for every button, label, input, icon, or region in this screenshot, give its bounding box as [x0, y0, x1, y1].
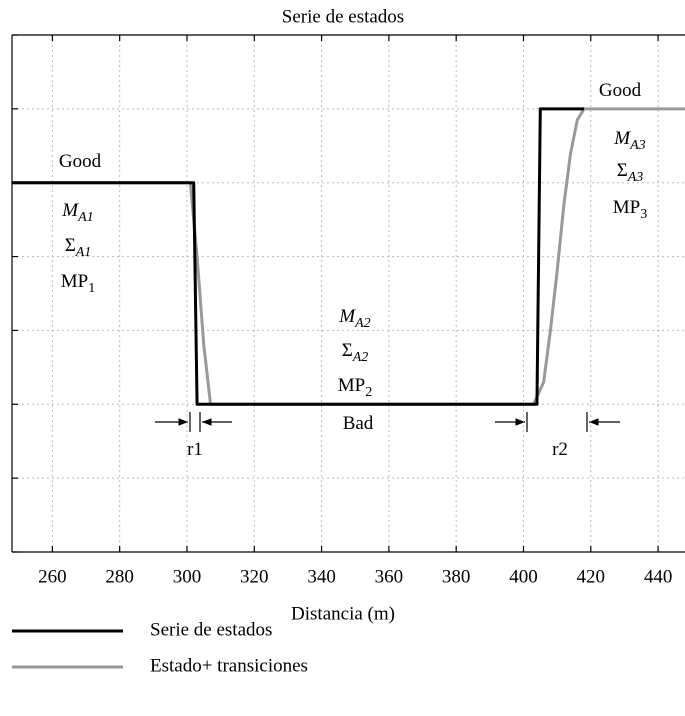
- annotation: r2: [552, 439, 568, 460]
- annotation: Bad: [343, 413, 374, 434]
- series-line: [12, 107, 585, 406]
- annotation-text: Bad: [343, 413, 374, 434]
- annotation-text: Σ: [342, 340, 353, 361]
- annotation: MA2: [338, 306, 370, 331]
- annotation-subscript: 3: [640, 207, 647, 222]
- annotation-subscript: 1: [88, 281, 95, 296]
- annotation-subscript: A3: [627, 170, 644, 185]
- legend-label: Estado+ transiciones: [150, 655, 308, 676]
- annotation: ΣA2: [342, 340, 369, 365]
- x-tick-label: 380: [442, 566, 471, 587]
- annotation: MA3: [613, 128, 645, 153]
- annotation: r1: [187, 439, 203, 460]
- annotation-text: M: [613, 128, 631, 149]
- annotation: Good: [599, 80, 642, 101]
- x-tick-label: 400: [509, 566, 538, 587]
- annotation-text: r2: [552, 439, 568, 460]
- annotation-subscript: A2: [352, 350, 369, 365]
- annotation-subscript: A2: [354, 316, 371, 331]
- annotation-text: r1: [187, 439, 203, 460]
- annotation-text: MP: [338, 375, 365, 396]
- annotation-text: M: [338, 306, 356, 327]
- annotation-subscript: A1: [77, 210, 94, 225]
- annotation-text: MP: [613, 197, 640, 218]
- annotation-text: Good: [599, 80, 642, 101]
- x-tick-label: 320: [240, 566, 269, 587]
- x-tick-label: 300: [173, 566, 202, 587]
- annotation-subscript: 2: [365, 385, 372, 400]
- range-markers: [155, 412, 620, 432]
- annotation-text: MP: [61, 271, 88, 292]
- x-tick-label: 260: [38, 566, 67, 587]
- x-axis-label: Distancia (m): [291, 603, 395, 624]
- annotation: ΣA3: [617, 160, 644, 185]
- chart-title: Serie de estados: [282, 6, 404, 27]
- annotation: MP1: [61, 271, 95, 296]
- annotation-text: M: [61, 200, 79, 221]
- annotation-subscript: A3: [629, 138, 646, 153]
- annotation: Good: [59, 151, 102, 172]
- annotation-subscript: A1: [75, 245, 92, 260]
- annotation: MP3: [613, 197, 647, 222]
- annotation-text: Good: [59, 151, 102, 172]
- x-tick-label: 360: [375, 566, 404, 587]
- annotation-text: Σ: [617, 160, 628, 181]
- annotation: MP2: [338, 375, 372, 400]
- x-tick-label: 420: [577, 566, 606, 587]
- x-tick-label: 280: [105, 566, 134, 587]
- x-tick-label: 340: [307, 566, 336, 587]
- annotation: ΣA1: [65, 235, 92, 260]
- legend-label: Serie de estados: [150, 619, 272, 640]
- annotation-text: Σ: [65, 235, 76, 256]
- x-tick-label: 440: [644, 566, 673, 587]
- annotation: MA1: [61, 200, 93, 225]
- series-line: [12, 107, 685, 406]
